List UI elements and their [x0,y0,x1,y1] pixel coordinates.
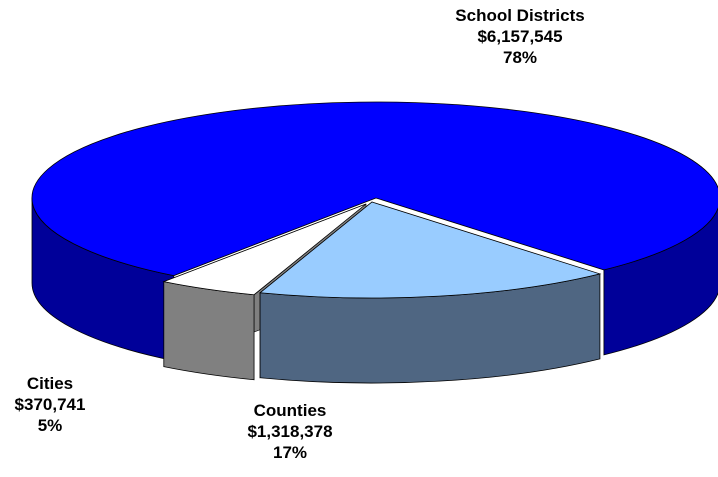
counties-percent: 17% [272,443,308,462]
school-districts-percent: 78% [502,48,538,67]
data-label-counties: Counties $1,318,378 17% [200,400,380,463]
data-label-cities: Cities $370,741 5% [0,373,100,436]
cities-label: Cities [26,374,74,393]
school-districts-label: School Districts [455,6,585,25]
slice-counties [259,201,602,299]
cities-amount: $370,741 [14,395,86,414]
cities-percent: 5% [37,416,63,435]
slice-school-districts [31,101,718,277]
counties-amount: $1,318,378 [247,422,333,441]
school-districts-amount: $6,157,545 [477,27,563,46]
slice-cities [162,203,367,296]
counties-label: Counties [253,401,327,420]
slice-cities-side [163,281,255,381]
data-label-school-districts: School Districts $6,157,545 78% [440,5,600,68]
